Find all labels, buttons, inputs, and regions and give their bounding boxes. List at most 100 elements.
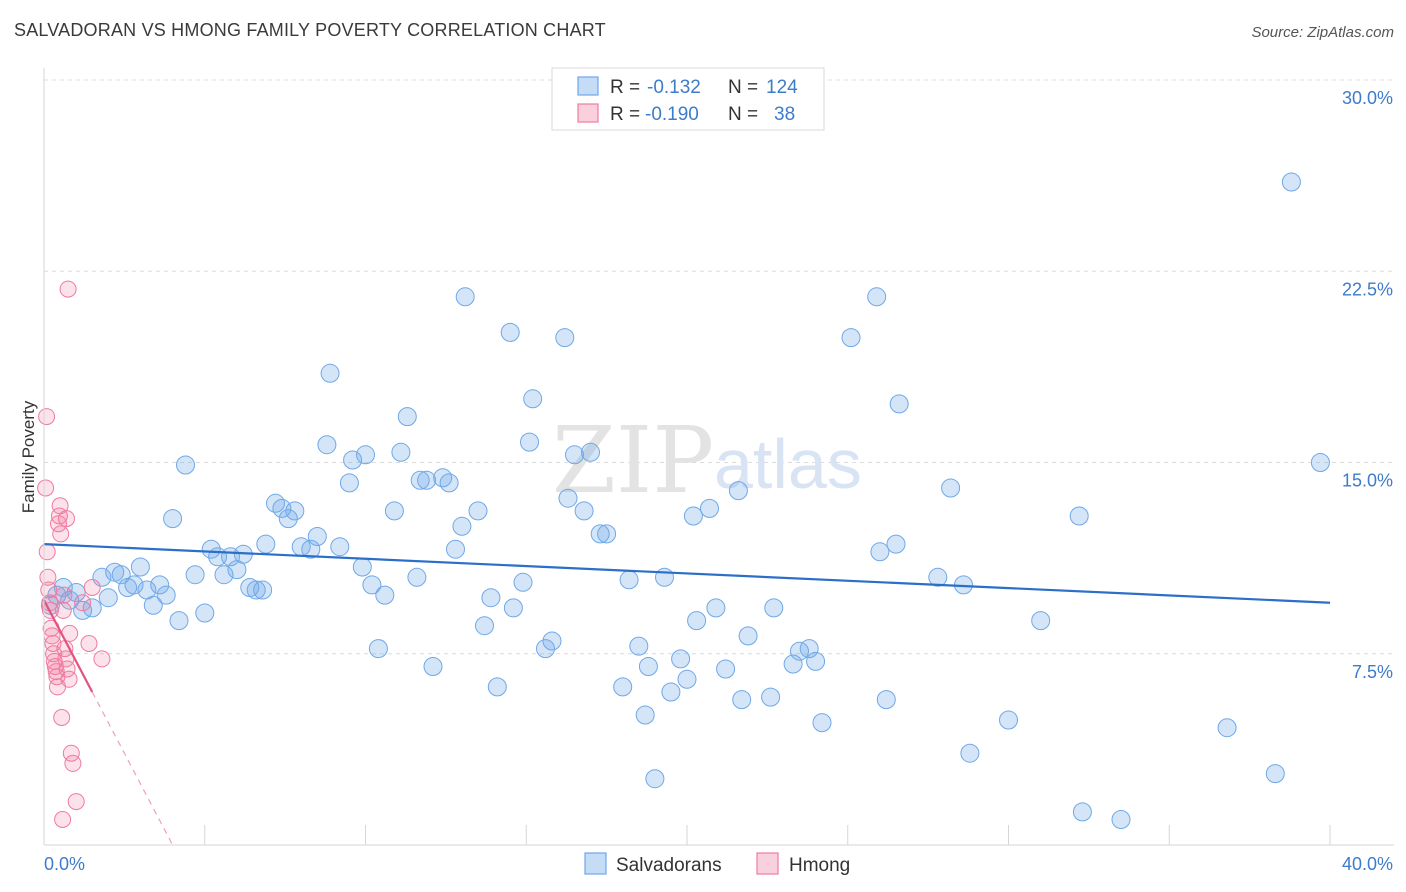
salvadoran-point [352, 557, 372, 577]
series-legend: Salvadorans Hmong [584, 852, 850, 876]
salvadoran-point [266, 493, 285, 513]
salvadoran-point [520, 432, 539, 452]
hmong-point [60, 670, 78, 688]
salvadoran-point [867, 287, 887, 307]
salvadoran-point [407, 567, 427, 587]
salvadoran-point [1217, 718, 1237, 738]
salvadoran-point [130, 557, 150, 577]
salvadoran-point [764, 598, 784, 618]
salvadoran-point [124, 575, 144, 595]
salvadoran-point [163, 509, 183, 529]
y-tick-label: 7.5% [1352, 662, 1393, 682]
salvadoran-point [597, 524, 617, 544]
salvadoran-point [1310, 453, 1330, 472]
salvadoran-point [98, 588, 118, 608]
hmong-point [38, 543, 56, 561]
grid-layer [44, 79, 1394, 655]
stats-legend: R = -0.132 N = 124 R = -0.190 N = 38 [551, 67, 825, 131]
hmong-trend-line [43, 599, 94, 693]
salvadoran-point [487, 677, 507, 697]
salvadoran-point [574, 501, 594, 521]
trend-layer [43, 543, 1331, 846]
salvadoran-point [391, 442, 411, 462]
salvadoran-point [368, 639, 388, 659]
legend-r-label: R = [610, 104, 640, 125]
salvadoran-point [150, 575, 170, 595]
x-tick-label: 0.0% [44, 854, 85, 874]
salvadoran-point [655, 567, 674, 587]
watermark-atlas: atlas [714, 425, 862, 503]
salvadoran-point [555, 328, 575, 348]
salvadoran-point [732, 690, 752, 710]
hmong-point [47, 663, 65, 681]
hmong-point [54, 811, 72, 828]
salvadoran-point [475, 616, 494, 636]
salvadoran-point [82, 598, 102, 618]
salvadoran-point [799, 639, 819, 659]
salvadoran-point [176, 455, 195, 475]
salvadoran-point [590, 524, 610, 544]
chart-source: Source: ZipAtlas.com [1251, 24, 1394, 41]
hmong-point [52, 525, 70, 543]
salvadoran-point [542, 631, 562, 651]
salvadoran-point [285, 501, 305, 521]
hmong-point [80, 635, 98, 652]
watermark-zip: ZIP [552, 407, 714, 514]
salvadoran-point [558, 488, 578, 508]
hmong-point [58, 510, 75, 528]
salvadoran-point [806, 651, 826, 671]
salvadoran-point [683, 506, 703, 526]
salvadoran-point [635, 705, 655, 725]
legend-n-label: N = [728, 104, 758, 125]
salvadoran-point [375, 585, 395, 605]
bottom-legend-swatch-hmong [756, 852, 779, 875]
salvadoran-point [761, 687, 781, 707]
salvadoran-point [195, 603, 215, 623]
salvadoran-point [397, 407, 417, 427]
x-tick-label: 40.0% [1342, 854, 1393, 874]
salvadoran-trend-line [43, 543, 1331, 604]
salvadoran-point [1281, 172, 1301, 192]
salvadoran-point [629, 636, 649, 656]
salvadoran-point [417, 470, 437, 490]
salvadoran-point [214, 565, 234, 585]
salvadoran-point [581, 442, 600, 462]
salvadoran-point [362, 575, 382, 595]
hmong-point [93, 650, 111, 668]
salvadoran-point [645, 769, 665, 789]
salvadoran-point [513, 572, 533, 592]
salvadoran-point [446, 539, 465, 559]
salvadoran-point [169, 611, 189, 631]
hmong-point [38, 408, 56, 426]
bottom-legend-label-hmong: Hmong [789, 855, 850, 876]
salvadoran-point [886, 534, 906, 554]
salvadoran-point [503, 598, 523, 618]
salvadoran-point [700, 498, 719, 518]
salvadoran-point [613, 677, 633, 697]
salvadoran-point [423, 657, 443, 676]
salvadoran-point [783, 654, 803, 674]
salvadoran-point [343, 450, 363, 470]
bottom-legend-swatch-salvadorans [584, 852, 607, 875]
y-tick-label: 22.5% [1342, 279, 1393, 299]
hmong-point [64, 754, 82, 772]
salvadoran-point [452, 516, 472, 536]
salvadoran-point [500, 322, 520, 342]
salvadoran-point [661, 682, 681, 702]
hmong-point [58, 660, 76, 678]
salvadoran-point [619, 570, 639, 590]
hmong-point [55, 586, 73, 604]
salvadoran-point [320, 363, 340, 383]
hmong-point [59, 280, 77, 298]
salvadoran-point [1031, 611, 1051, 631]
salvadoran-point [706, 598, 726, 618]
watermark: ZIP atlas [552, 407, 862, 514]
salvadoran-point [384, 501, 404, 521]
salvadoran-point [738, 626, 758, 646]
salvadoran-point [687, 611, 707, 631]
points-layer [37, 172, 1330, 829]
salvadoran-point [317, 435, 337, 455]
salvadoran-point [455, 287, 475, 307]
salvadoran-point [889, 394, 909, 414]
